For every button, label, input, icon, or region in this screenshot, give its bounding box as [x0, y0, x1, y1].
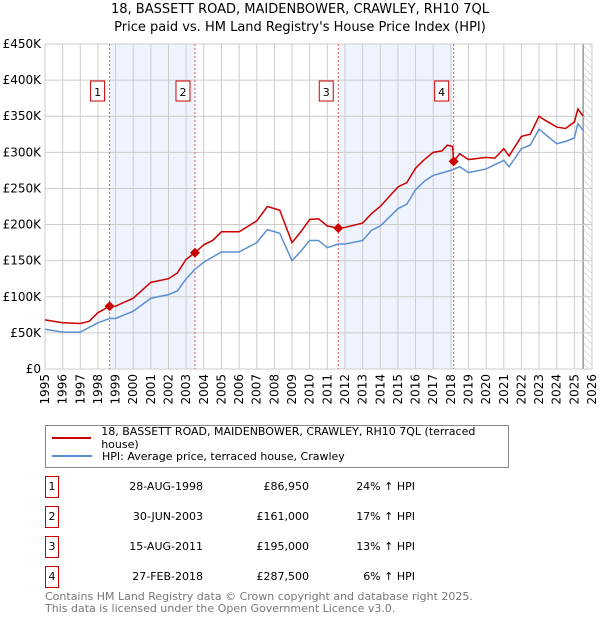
- sale-marker-box: [434, 80, 450, 102]
- sale-date: 30-JUN-2003: [132, 510, 203, 523]
- legend-swatch-red: [52, 437, 92, 439]
- transaction-row: 2 30-JUN-2003 £161,000 17% ↑ HPI: [45, 506, 445, 528]
- chart-subtitle: Price paid vs. HM Land Registry's House …: [114, 20, 486, 35]
- sale-hpi-diff: 24% ↑ HPI: [356, 480, 415, 493]
- transaction-row: 3 15-AUG-2011 £195,000 13% ↑ HPI: [45, 536, 445, 558]
- legend: 18, BASSETT ROAD, MAIDENBOWER, CRAWLEY, …: [45, 425, 509, 468]
- sale-marker-box: [90, 80, 106, 102]
- y-tick-label: £150K: [3, 254, 43, 268]
- y-tick-label: £0: [26, 362, 41, 376]
- footer-licence: This data is licensed under the Open Gov…: [45, 602, 396, 615]
- sale-price: £287,500: [256, 570, 310, 583]
- x-tick-label: 2008: [267, 374, 281, 405]
- sale-price: £195,000: [256, 540, 310, 553]
- x-tick-label: 2000: [126, 374, 140, 405]
- sale-marker-label: 1: [94, 86, 101, 99]
- x-tick-label: 2003: [179, 374, 193, 405]
- x-tick-label: 1996: [56, 374, 70, 405]
- transaction-row: 4 27-FEB-2018 £287,500 6% ↑ HPI: [45, 566, 445, 588]
- y-tick-label: £200K: [3, 218, 43, 232]
- x-tick-label: 1997: [73, 374, 87, 405]
- footer-copyright: Contains HM Land Registry data © Crown c…: [45, 590, 473, 603]
- sale-point: [448, 156, 459, 167]
- x-tick-label: 2019: [461, 374, 475, 405]
- x-tick-label: 2007: [250, 374, 264, 405]
- x-tick-label: 2025: [567, 374, 581, 405]
- y-tick-label: £450K: [3, 37, 43, 51]
- x-tick-label: 2018: [444, 374, 458, 405]
- sale-point: [104, 301, 115, 312]
- x-tick-label: 2006: [232, 374, 246, 405]
- x-tick-label: 2017: [426, 374, 440, 405]
- legend-swatch-blue: [52, 455, 92, 457]
- price-chart: £0 £50K £100K £150K £200K £250K £300K £350K £400…: [3, 37, 599, 405]
- sale-marker-badge: 2: [45, 506, 59, 528]
- hpi-line: [44, 121, 584, 333]
- sale-price: £161,000: [256, 510, 310, 523]
- x-tick-label: 2022: [514, 374, 528, 405]
- x-tick-label: 1995: [38, 374, 52, 405]
- forecast-hatch: [583, 44, 592, 369]
- sale-hpi-diff: 17% ↑ HPI: [356, 510, 415, 523]
- legend-label: HPI: Average price, terraced house, Craw…: [102, 449, 345, 463]
- x-tick-label: 2004: [197, 374, 211, 405]
- y-tick-label: £100K: [3, 290, 43, 304]
- sale-point: [333, 223, 344, 234]
- y-tick-label: £50K: [10, 326, 42, 340]
- x-tick-label: 2016: [409, 374, 423, 405]
- sale-marker-badge: 1: [45, 476, 59, 498]
- y-tick-label: £400K: [3, 73, 43, 87]
- y-tick-label: £350K: [3, 109, 43, 123]
- x-tick-label: 1999: [109, 374, 123, 405]
- chart-title: 18, BASSETT ROAD, MAIDENBOWER, CRAWLEY, …: [110, 2, 489, 17]
- x-tick-label: 2002: [162, 374, 176, 405]
- sale-date: 28-AUG-1998: [129, 480, 203, 493]
- y-tick-label: £300K: [3, 145, 43, 159]
- sale-date: 27-FEB-2018: [132, 570, 203, 583]
- plot-frame: [44, 43, 593, 370]
- property-price-line: [44, 107, 584, 325]
- sale-point: [189, 247, 200, 258]
- legend-label: 18, BASSETT ROAD, MAIDENBOWER, CRAWLEY, …: [101, 425, 476, 451]
- sale-marker-badge: 4: [45, 566, 59, 588]
- sale-hpi-diff: 13% ↑ HPI: [356, 540, 415, 553]
- sale-marker-label: 3: [323, 86, 330, 99]
- sale-marker-badge: 3: [45, 536, 59, 558]
- x-tick-label: 2013: [356, 374, 370, 405]
- x-tick-label: 2015: [391, 374, 405, 405]
- x-tick-label: 2024: [550, 374, 564, 405]
- x-tick-label: 2010: [303, 374, 317, 405]
- x-tick-label: 2021: [497, 374, 511, 405]
- legend-item-property: 18, BASSETT ROAD, MAIDENBOWER, CRAWLEY, …: [52, 425, 508, 451]
- sale-hpi-diff: 6% ↑ HPI: [363, 570, 415, 583]
- x-tick-label: 2023: [532, 374, 546, 405]
- y-tick-label: £250K: [3, 181, 43, 195]
- sale-price: £86,950: [263, 480, 310, 493]
- sale-marker-box: [318, 80, 334, 102]
- transaction-row: 1 28-AUG-1998 £86,950 24% ↑ HPI: [45, 476, 445, 498]
- x-tick-label: 2011: [320, 374, 334, 405]
- x-tick-label: 2026: [585, 374, 599, 405]
- x-tick-label: 2009: [285, 374, 299, 405]
- x-tick-label: 2012: [338, 374, 352, 405]
- sale-date: 15-AUG-2011: [129, 540, 203, 553]
- x-tick-label: 2001: [144, 374, 158, 405]
- sale-marker-label: 2: [179, 86, 186, 99]
- legend-item-hpi: HPI: Average price, terraced house, Craw…: [52, 448, 345, 464]
- sale-marker-label: 4: [438, 86, 445, 99]
- x-tick-label: 2020: [479, 374, 493, 405]
- x-tick-label: 2005: [214, 374, 228, 405]
- x-tick-label: 2014: [373, 374, 387, 405]
- sale-marker-box: [175, 80, 191, 102]
- x-tick-label: 1998: [91, 374, 105, 405]
